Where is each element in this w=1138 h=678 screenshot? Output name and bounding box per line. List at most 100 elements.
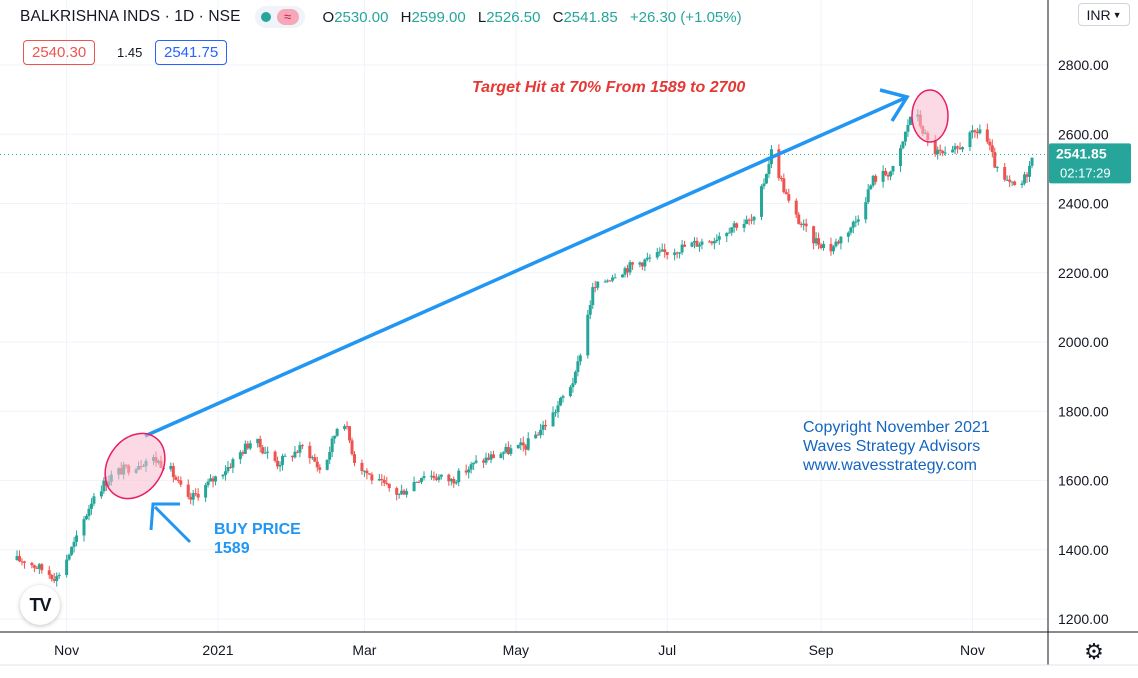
buy-price-button[interactable]: 2541.75 (155, 40, 228, 65)
candle-body (84, 515, 88, 520)
candle-body (223, 471, 227, 475)
candle-body (432, 475, 436, 479)
gear-icon[interactable]: ⚙ (1084, 639, 1104, 664)
candle-body (906, 124, 910, 132)
candle-body (951, 149, 955, 153)
candle-body (209, 478, 213, 482)
candle-body (732, 223, 736, 228)
symbol-title[interactable]: BALKRISHNA INDS · 1D · NSE (20, 8, 241, 25)
candle-body (576, 361, 580, 372)
candle-body (298, 445, 302, 453)
candle-body (397, 493, 401, 495)
y-tick-label: 2800.00 (1058, 57, 1109, 73)
candle-body (799, 223, 803, 225)
candle-body (958, 147, 962, 150)
candle-body (970, 130, 974, 133)
candle-body (782, 178, 786, 193)
y-tick-label: 2600.00 (1058, 126, 1109, 142)
candle-body (70, 546, 74, 555)
candle-body (367, 473, 371, 475)
candle-body (241, 452, 245, 454)
candle-body (189, 496, 193, 500)
candle-body (47, 570, 51, 575)
candle-body (779, 177, 783, 179)
x-tick-label: Mar (352, 642, 376, 658)
candle-body (1013, 181, 1017, 186)
candle-body (362, 470, 366, 472)
candle-body (429, 475, 433, 477)
candle-body (1030, 157, 1034, 166)
candle-body (802, 223, 806, 225)
candle-body (87, 508, 91, 516)
candle-body (439, 474, 443, 477)
candle-body (395, 488, 399, 495)
candle-body (499, 453, 503, 459)
candle-body (836, 241, 840, 244)
candle-body (819, 244, 823, 249)
candle-body (99, 491, 103, 497)
candle-body (516, 444, 520, 449)
candle-body (472, 462, 476, 465)
candle-body (648, 257, 652, 259)
candle-body (308, 445, 312, 459)
candle-body (829, 243, 833, 252)
status-pill[interactable]: ≈ (254, 6, 305, 28)
candle-body (400, 490, 404, 494)
candle-body (623, 268, 627, 275)
candle-body (943, 152, 947, 154)
candle-body (831, 246, 835, 252)
sell-price-button[interactable]: 2540.30 (23, 40, 96, 65)
candle-body (988, 141, 992, 146)
y-tick-label: 2400.00 (1058, 196, 1109, 212)
x-tick-label: May (503, 642, 529, 658)
low-label: L (477, 8, 487, 26)
candle-body (266, 451, 270, 453)
candle-body (884, 170, 888, 175)
candle-body (727, 232, 731, 234)
candle-body (973, 130, 977, 133)
candle-body (509, 448, 513, 454)
candle-body (690, 242, 694, 247)
candle-body (221, 474, 225, 477)
candle-body (169, 465, 173, 470)
candle-body (643, 259, 647, 267)
candle-body (20, 561, 24, 563)
trend-arrow-head (879, 88, 910, 122)
candle-body (422, 476, 426, 478)
candle-body (571, 383, 575, 388)
buy-price-value: 1589 (214, 540, 250, 557)
candle-body (869, 185, 873, 190)
candle-body (519, 442, 523, 445)
candle-body (889, 171, 893, 177)
candle-body (348, 426, 352, 441)
candle-body (613, 277, 617, 279)
high-value: 2599.00 (411, 8, 466, 26)
candle-body (717, 236, 721, 240)
candle-body (817, 238, 821, 245)
candle-body (839, 236, 843, 244)
buy-zone-ellipse (104, 432, 166, 500)
candle-body (678, 252, 682, 254)
candle-body (454, 482, 458, 484)
candle-body (797, 214, 801, 224)
candle-body (283, 455, 287, 457)
candle-body (65, 559, 69, 576)
candle-body (243, 443, 247, 454)
tradingview-logo-icon[interactable]: TV (20, 585, 60, 625)
candle-body (457, 470, 461, 483)
candle-body (804, 223, 808, 227)
candle-body (526, 438, 530, 450)
candle-body (660, 249, 664, 252)
candle-body (330, 438, 334, 452)
candle-body (1025, 174, 1029, 177)
candle-body (814, 238, 818, 244)
target-annotation: Target Hit at 70% From 1589 to 2700 (472, 79, 745, 96)
y-tick-label: 1200.00 (1058, 611, 1109, 627)
currency-selector[interactable]: INR ▼ (1078, 3, 1130, 26)
buy-arrow-line (153, 505, 192, 544)
candle-body (961, 147, 965, 150)
candle-body (437, 476, 441, 480)
candle-body (551, 412, 555, 427)
candle-body (174, 477, 178, 480)
